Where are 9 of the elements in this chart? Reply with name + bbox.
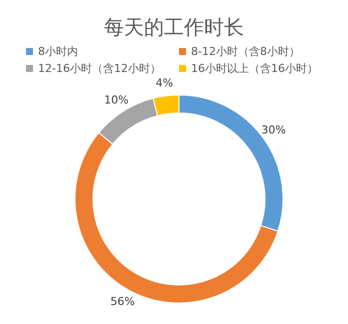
data-label: 56% [110,295,135,308]
data-label: 4% [156,76,174,90]
legend-label: 12-16小时（含12小时） [38,61,161,76]
legend-label: 8小时内 [38,44,78,59]
legend-label: 8-12小时（含8小时） [191,44,300,59]
data-label: 30% [261,124,286,137]
data-label: 10% [104,94,129,107]
chart-title: 每天的工作时长 [103,14,245,41]
legend-label: 16小时以上（含16小时） [191,61,318,76]
